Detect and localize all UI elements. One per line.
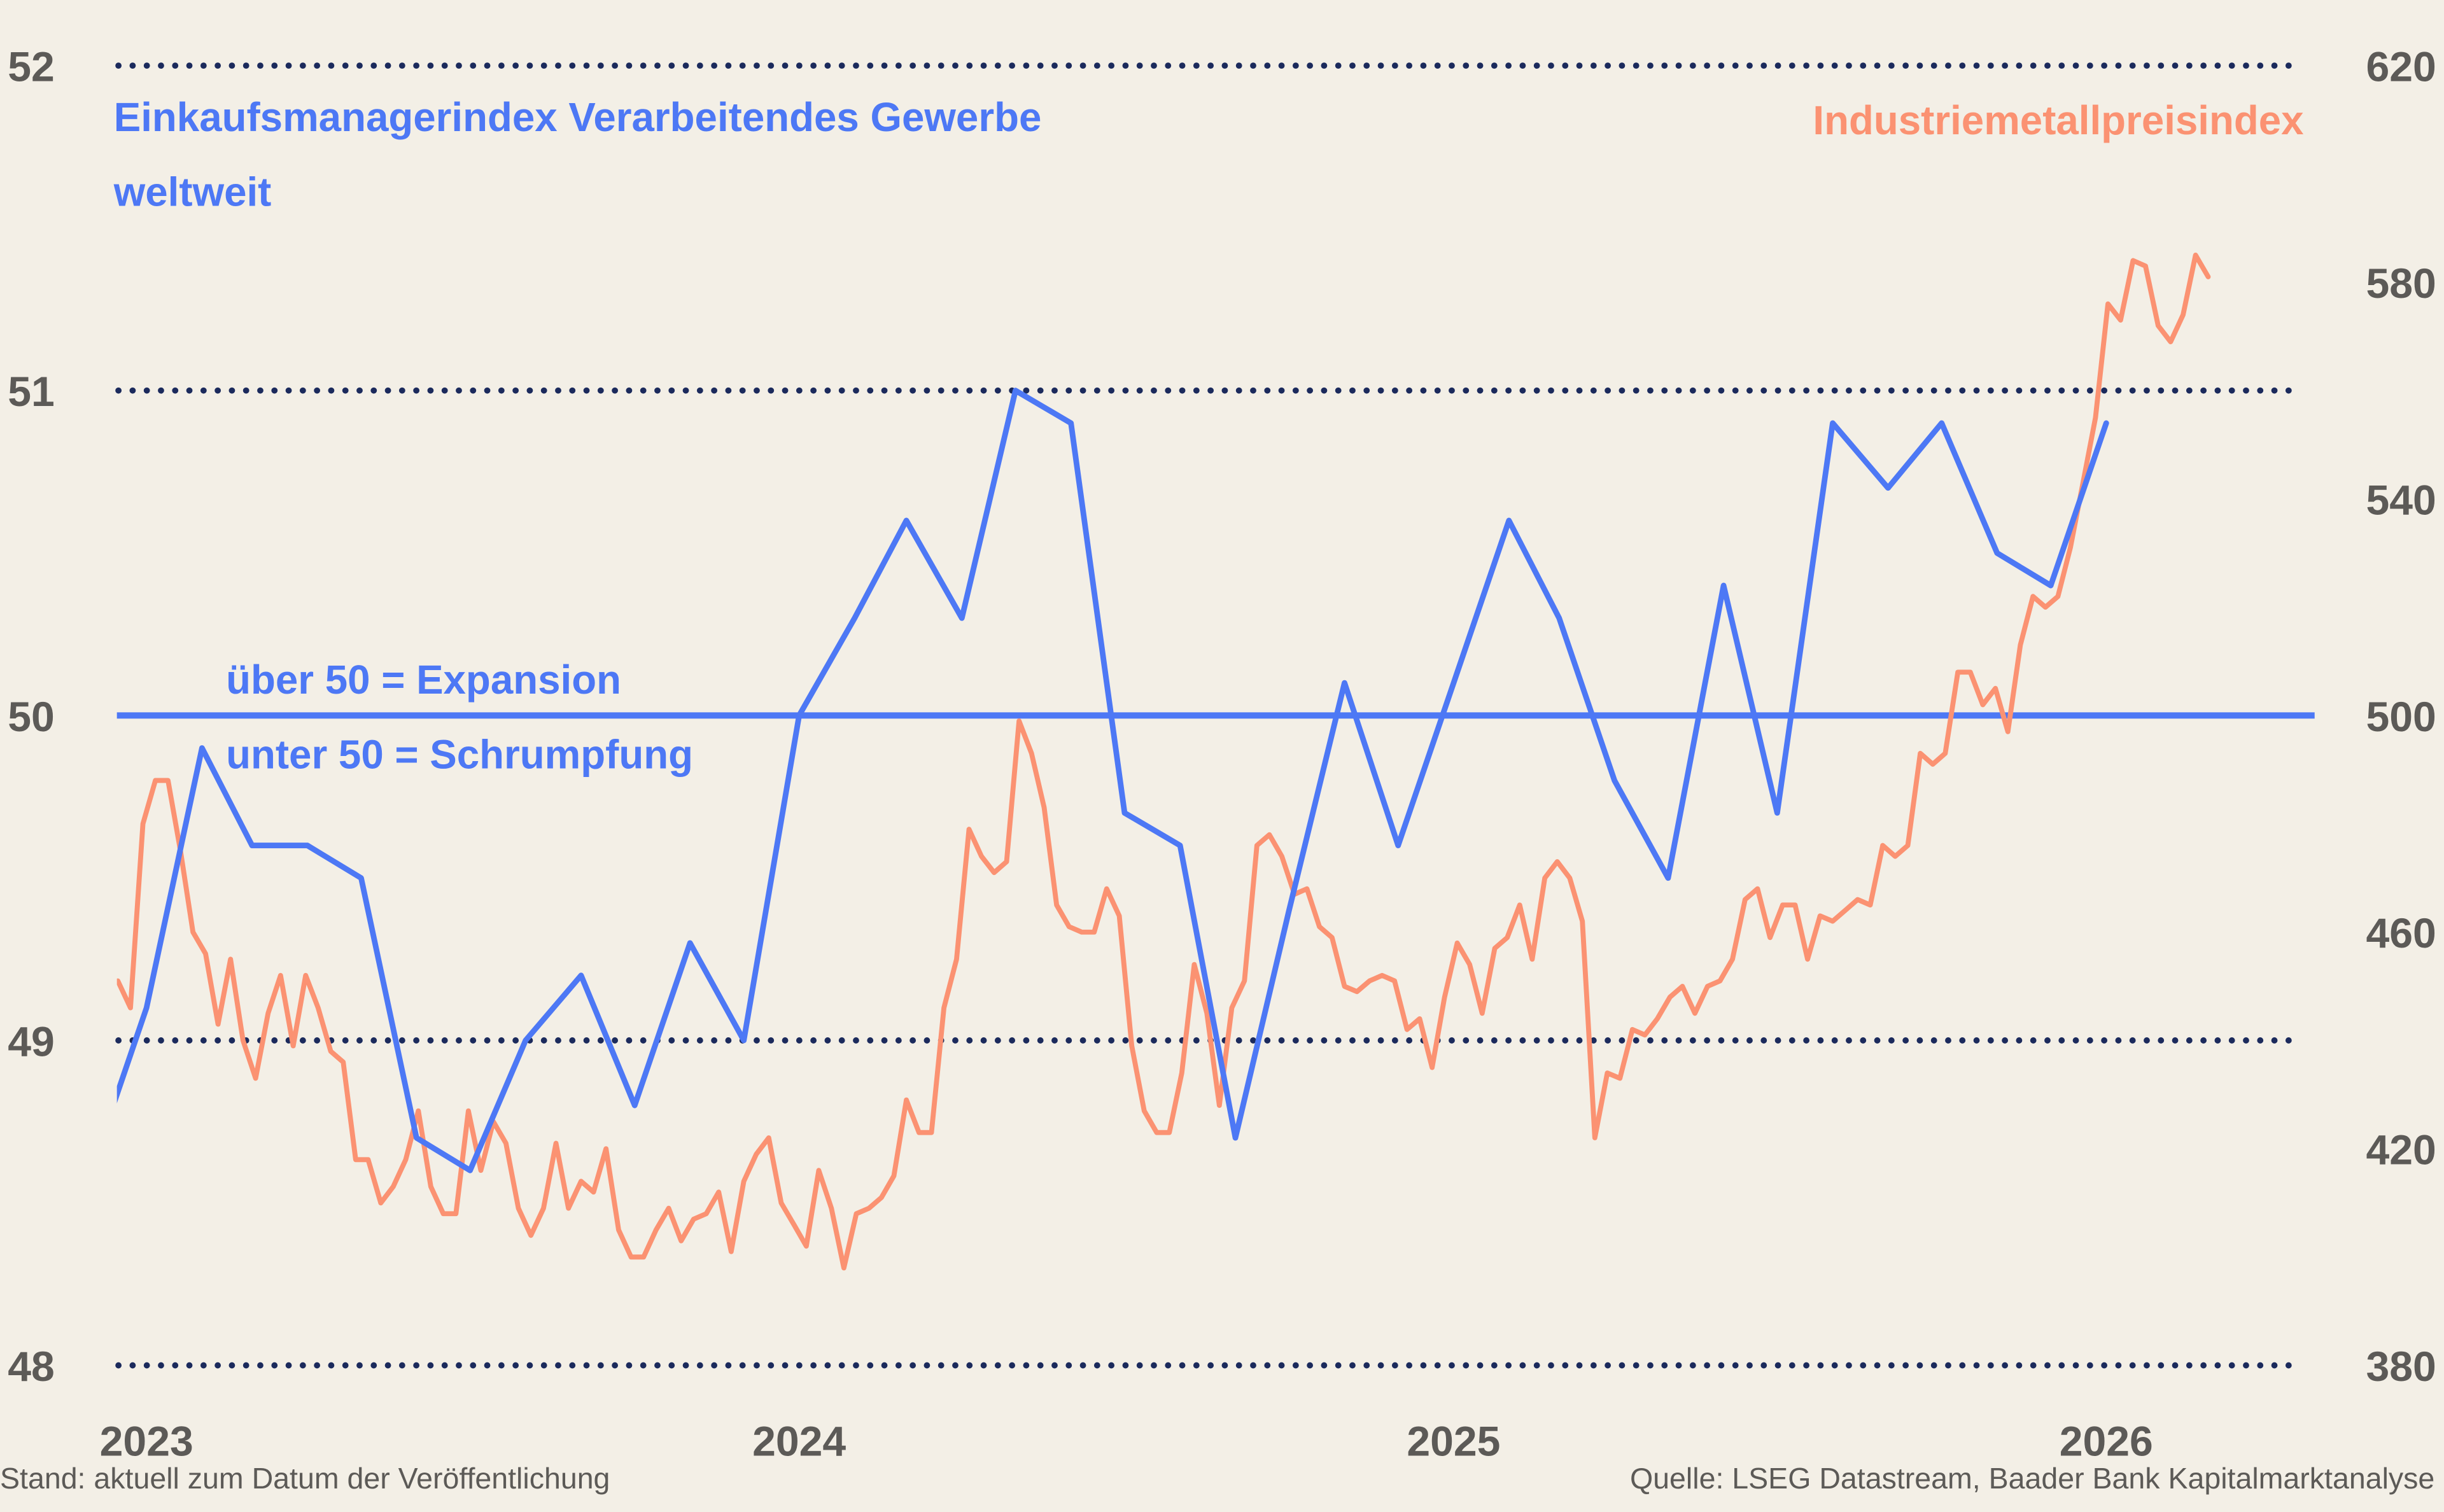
metal-title: Industriemetallpreisindex	[1813, 98, 2303, 143]
x-axis-ticks: 2023 2024 2025 2026	[100, 1418, 2153, 1466]
annotation-contraction: unter 50 = Schrumpfung	[226, 732, 693, 778]
pmi-title-line1: Einkaufsmanagerindex Verarbeitendes Gewe…	[114, 95, 1042, 140]
left-tick-label: 49	[8, 1018, 55, 1065]
metal-index-line	[116, 252, 2211, 1271]
right-axis-ticks: 380 420 460 500 540 580 620	[2366, 44, 2436, 1390]
series-layer	[116, 252, 2211, 1271]
left-tick-label: 48	[8, 1343, 55, 1390]
right-tick-label: 500	[2366, 694, 2436, 741]
left-axis-ticks: 48 49 50 51 52	[8, 44, 55, 1390]
left-tick-label: 51	[8, 368, 55, 416]
metal-index-series	[116, 252, 2211, 1271]
x-tick-label: 2024	[752, 1418, 846, 1466]
pmi-series	[116, 388, 2109, 1173]
x-tick-label: 2025	[1407, 1418, 1500, 1466]
x-tick-label: 2026	[2060, 1418, 2153, 1466]
footer-source: Quelle: LSEG Datastream, Baader Bank Kap…	[1630, 1462, 2434, 1495]
pmi-title-line2: weltweit	[113, 170, 272, 215]
x-tick-label: 2023	[100, 1418, 193, 1466]
right-tick-label: 580	[2366, 260, 2436, 307]
footer-date-note: Stand: aktuell zum Datum der Veröffentli…	[0, 1462, 610, 1495]
left-tick-label: 50	[8, 694, 55, 741]
gridlines	[115, 62, 2315, 1369]
left-tick-label: 52	[8, 44, 55, 91]
right-tick-label: 540	[2366, 477, 2436, 524]
right-tick-label: 460	[2366, 910, 2436, 957]
annotation-expansion: über 50 = Expansion	[226, 657, 621, 703]
right-tick-label: 620	[2366, 44, 2436, 91]
right-tick-label: 420	[2366, 1127, 2436, 1174]
right-tick-label: 380	[2366, 1343, 2436, 1390]
pmi-line	[116, 388, 2109, 1173]
